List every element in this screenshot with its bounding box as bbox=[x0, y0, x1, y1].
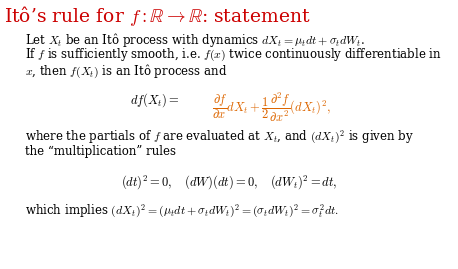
Text: which implies $(dX_t)^2 = (\mu_t dt + \sigma_t dW_t)^2 = (\sigma_t dW_t)^2 = \si: which implies $(dX_t)^2 = (\mu_t dt + \s… bbox=[25, 203, 339, 220]
Text: $df(X_t) = $: $df(X_t) = $ bbox=[130, 91, 180, 109]
Text: where the partials of $f$ are evaluated at $X_t$, and $(dX_t)^2$ is given by: where the partials of $f$ are evaluated … bbox=[25, 129, 414, 146]
Text: $x$, then $f(X_t)$ is an Itô process and: $x$, then $f(X_t)$ is an Itô process and bbox=[25, 63, 227, 80]
Text: the “multiplication” rules: the “multiplication” rules bbox=[25, 145, 176, 158]
Text: Itô’s rule for $f : \mathbb{R} \rightarrow \mathbb{R}$: statement: Itô’s rule for $f : \mathbb{R} \rightarr… bbox=[4, 4, 311, 28]
Text: $(dt)^2 = 0, \quad (dW)(dt) = 0, \quad (dW_t)^2 = dt,$: $(dt)^2 = 0, \quad (dW)(dt) = 0, \quad (… bbox=[121, 173, 337, 191]
Text: Let $X_t$ be an Itô process with dynamics $dX_t = \mu_t dt + \sigma_t dW_t$.: Let $X_t$ be an Itô process with dynamic… bbox=[25, 31, 365, 49]
Text: If $f$ is sufficiently smooth, i.e. $f(x)$ twice continuously differentiable in: If $f$ is sufficiently smooth, i.e. $f(x… bbox=[25, 47, 442, 63]
Text: $\dfrac{\partial f}{\partial x}dX_t + \dfrac{1}{2}\dfrac{\partial^2 f}{\partial : $\dfrac{\partial f}{\partial x}dX_t + \d… bbox=[212, 91, 331, 124]
